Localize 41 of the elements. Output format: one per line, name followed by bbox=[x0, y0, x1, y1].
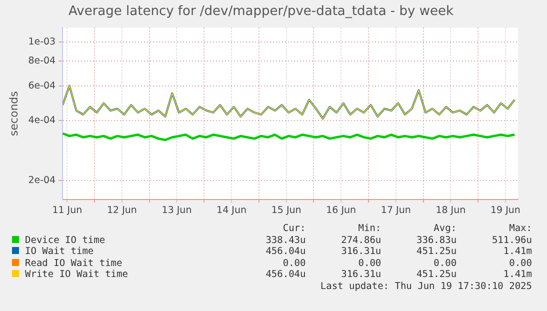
chart-title: Average latency for /dev/mapper/pve-data_tdata - by week bbox=[68, 4, 454, 20]
x-tick-label: 12 Jun bbox=[106, 204, 137, 216]
x-tick-label: 16 Jun bbox=[326, 204, 356, 216]
text: 0.00 bbox=[432, 258, 457, 269]
x-tick-label: 15 Jun bbox=[271, 204, 302, 216]
text: 1.41m bbox=[502, 246, 532, 258]
text: 511.96u bbox=[490, 234, 532, 246]
text: 316.31u bbox=[340, 269, 382, 280]
legend-label: Device IO time bbox=[24, 234, 106, 246]
text: 451.25u bbox=[416, 246, 457, 258]
x-tick-label: 13 Jun bbox=[162, 204, 192, 216]
text: 456.04u bbox=[264, 269, 306, 280]
text: Cur: bbox=[282, 223, 306, 234]
x-tick-label: 14 Jun bbox=[216, 204, 246, 216]
text: 1.41m bbox=[502, 269, 532, 280]
text: 0.00 bbox=[357, 258, 382, 269]
text: 451.25u bbox=[416, 269, 457, 280]
text: 0.00 bbox=[508, 258, 532, 269]
x-tick-label: 17 Jun bbox=[380, 204, 411, 216]
legend-label: Read IO Wait time bbox=[24, 258, 124, 269]
x-tick-label: 11 Jun bbox=[52, 204, 82, 216]
text: 336.83u bbox=[416, 234, 457, 246]
legend-label: Write IO Wait time bbox=[24, 269, 129, 280]
y-axis-title: seconds bbox=[7, 90, 20, 136]
text: 274.86u bbox=[340, 234, 382, 246]
text: 456.04u bbox=[264, 246, 306, 258]
y-tick-label: 2e-04 bbox=[28, 174, 56, 186]
y-tick-label: 8e-04 bbox=[28, 56, 56, 67]
y-tick-label: 6e-04 bbox=[28, 80, 56, 92]
x-tick-label: 19 Jun bbox=[490, 204, 520, 216]
text: Max: bbox=[508, 223, 532, 234]
y-tick-label: 1e-03 bbox=[28, 36, 56, 48]
text: Avg: bbox=[432, 223, 457, 234]
y-tick-label: 4e-04 bbox=[28, 115, 56, 126]
text: 338.43u bbox=[264, 234, 306, 246]
x-tick-label: 18 Jun bbox=[436, 204, 466, 216]
text: Min: bbox=[357, 223, 382, 234]
text: 0.00 bbox=[282, 258, 306, 269]
text: Last update: Thu Jun 19 17:30:10 2025 bbox=[319, 280, 532, 292]
text: 316.31u bbox=[340, 246, 382, 258]
legend-label: IO Wait time bbox=[24, 246, 95, 258]
